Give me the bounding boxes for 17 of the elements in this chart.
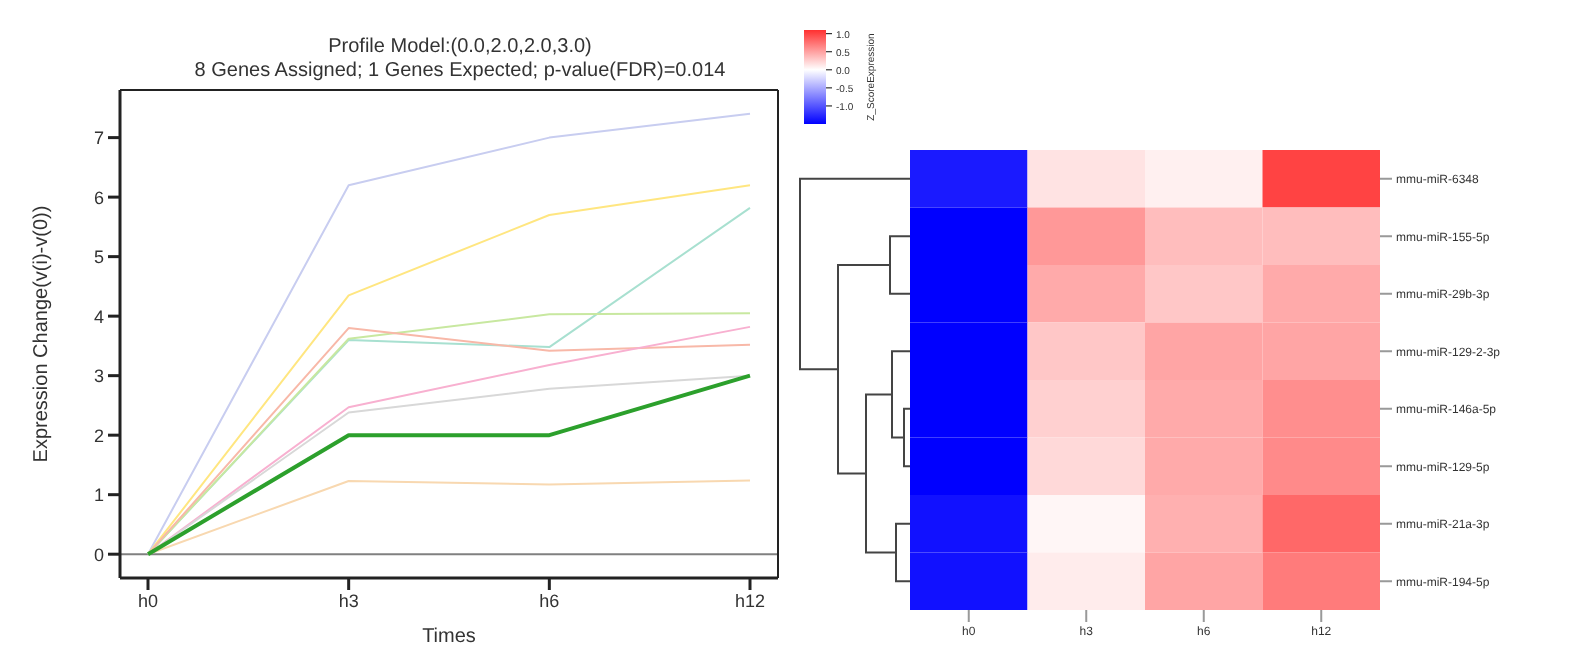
y-tick-label: 1	[93, 485, 104, 506]
chart-subtitle: 8 Genes Assigned; 1 Genes Expected; p-value(FDR)=0.014	[192, 60, 728, 84]
x-tick-label: h12	[734, 590, 766, 611]
y-tick-label: 0	[93, 544, 104, 565]
x-tick-label: h3	[338, 590, 359, 611]
chart-title: Profile Model:(0.0,2.0,2.0,3.0)	[326, 36, 594, 60]
y-tick-label: 6	[93, 187, 104, 208]
line-series	[147, 112, 751, 556]
y-tick-label: 7	[93, 128, 104, 148]
y-axis-title: Expression Change(v(i)-v(0))	[31, 205, 54, 463]
x-axis-title: Times	[422, 626, 476, 646]
x-tick-label: h0	[137, 590, 159, 611]
y-tick-label: 4	[93, 306, 104, 327]
y-tick-label: 3	[93, 366, 104, 387]
y-tick-label: 5	[93, 247, 104, 268]
y-tick-label: 2	[93, 425, 104, 446]
x-tick-label: h6	[539, 590, 560, 611]
